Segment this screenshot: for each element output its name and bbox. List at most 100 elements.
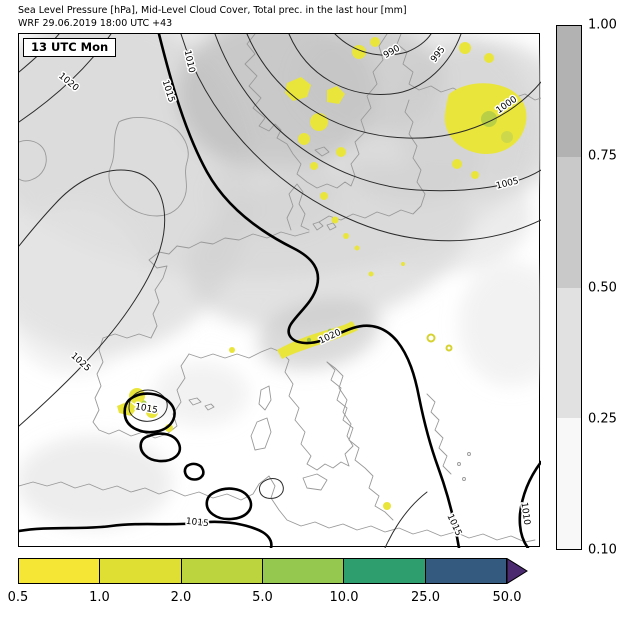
isobar-line-thick	[157, 34, 461, 548]
precip-colorbar-segment	[19, 559, 101, 583]
isobar-label: 1010	[518, 502, 531, 526]
precip-patch	[459, 42, 471, 54]
isobar-line-thick	[139, 432, 182, 463]
isobar-line	[214, 34, 541, 192]
cloud-colorbar-tick-label: 0.75	[588, 148, 617, 164]
precip-patch	[298, 133, 310, 145]
isobar-thick-layer	[19, 34, 541, 548]
coastline-scandinavia	[244, 34, 388, 189]
precip-patch	[331, 216, 339, 224]
precip-patch	[452, 159, 462, 169]
coastline-island	[467, 452, 471, 456]
precip-colorbar-segment	[425, 559, 506, 583]
precip-colorbar-tick-label: 50.0	[492, 590, 522, 605]
precip-patch	[401, 262, 405, 266]
precip-colorbar-tick-label: 10.0	[329, 590, 359, 605]
precip-patch-heavy	[141, 400, 147, 406]
coastline-ireland	[19, 140, 47, 182]
coastline-balearic	[188, 397, 202, 406]
coastline-iberia	[92, 333, 190, 439]
figure-title: Sea Level Pressure [hPa], Mid-Level Clou…	[18, 5, 407, 16]
precip-colorbar-segment	[181, 559, 263, 583]
coastline-corsica	[258, 385, 272, 411]
isobar-line-thick	[205, 487, 253, 521]
cloud-colorbar-segment	[557, 287, 581, 419]
precip-patch	[368, 271, 374, 277]
coastline-sardinia	[250, 417, 272, 451]
cloud-cover-layer	[19, 34, 541, 528]
precip-patch	[146, 406, 158, 418]
isobar-line-thick	[123, 392, 176, 434]
precip-patch	[117, 401, 137, 416]
cloud-colorbar-tick-label: 0.25	[588, 411, 617, 427]
cloud-patch	[153, 362, 249, 426]
precip-patch	[229, 347, 235, 353]
cloud-colorbar-tick-label: 1.00	[588, 17, 617, 33]
coastline-danish-island	[326, 222, 337, 231]
coastline-balkans	[326, 361, 394, 521]
cloud-colorbar-tick-label: 0.50	[588, 280, 617, 296]
precip-colorbar-tick-label: 0.5	[7, 590, 29, 605]
precip-patch	[310, 113, 328, 131]
precip-patch	[354, 245, 360, 251]
precip-patch-alps	[277, 321, 358, 359]
precip-colorbar-tick-label: 25.0	[411, 590, 440, 605]
coastline-balearic	[204, 403, 215, 411]
precip-patch	[343, 233, 349, 239]
isobar-line	[384, 491, 428, 548]
precip-patch-heavy	[306, 337, 312, 343]
isobar-line	[128, 389, 168, 422]
coastline-island	[457, 462, 461, 466]
arrow-shape	[507, 558, 528, 584]
precip-colorbar-segment	[344, 559, 426, 583]
precip-patch	[370, 37, 380, 47]
time-label: 13 UTC Mon	[23, 38, 117, 57]
coastline-north-africa	[19, 475, 536, 543]
precip-colorbar	[18, 558, 528, 584]
map-canvas: 1020 1015 1010 990 995 1000 1005 1025 10…	[19, 34, 541, 548]
coastline-danish-island	[312, 221, 324, 231]
cloud-colorbar-tick-label: 0.10	[588, 542, 617, 558]
isobar-line	[259, 478, 284, 499]
coastline-britain	[108, 117, 189, 217]
isobar-line-thick	[518, 460, 541, 548]
precip-patch	[426, 333, 436, 343]
precip-patch	[320, 192, 328, 200]
cloud-colorbar-segment	[557, 418, 581, 549]
precip-patch	[445, 344, 453, 352]
cloud-colorbar-segment	[557, 156, 581, 288]
isobar-label: 1015	[134, 402, 158, 416]
precip-patch	[484, 53, 494, 63]
precip-colorbar-segment	[100, 559, 182, 583]
map-area: 13 UTC Mon	[18, 33, 541, 548]
precip-colorbar-tick-label: 1.0	[89, 590, 110, 605]
cloud-patch	[19, 436, 172, 528]
precip-patch	[383, 502, 391, 510]
isobar-line-thick	[183, 462, 205, 481]
precip-colorbar-segments	[18, 558, 507, 584]
coastline-sicily	[302, 473, 328, 491]
isobar-thin-layer	[19, 34, 541, 548]
cloud-cover-colorbar	[556, 25, 582, 550]
isobar-label: 1015	[185, 517, 209, 529]
coastline-france-italy	[188, 347, 354, 471]
precip-patch	[336, 147, 346, 157]
isobar-line	[19, 169, 166, 427]
cloud-patch	[209, 152, 339, 236]
isobar-line-thick	[19, 520, 273, 548]
isobar-line	[288, 34, 462, 95]
coastline-island	[462, 477, 466, 481]
precip-colorbar-tick-label: 2.0	[170, 590, 192, 605]
coastline-northsea-biscay	[148, 231, 310, 339]
cloud-colorbar-segment	[557, 26, 581, 157]
isobar-line	[180, 34, 541, 242]
precip-patch	[327, 86, 345, 104]
coastline-lake-sweden	[314, 146, 330, 157]
precip-colorbar-tick-label: 5.0	[252, 590, 273, 605]
precip-patch-heavy	[327, 328, 333, 334]
figure-subtitle: WRF 29.06.2019 18:00 UTC +43	[18, 18, 173, 29]
cloud-patch	[19, 204, 149, 374]
isobar-line	[246, 34, 541, 139]
coastline-denmark	[286, 183, 310, 231]
